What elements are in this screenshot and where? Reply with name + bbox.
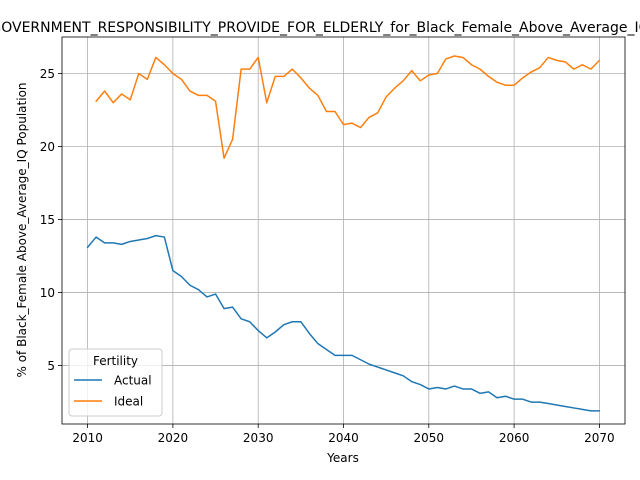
x-tick-label: 2010 <box>72 431 103 445</box>
chart-title: GOVERNMENT_RESPONSIBILITY_PROVIDE_FOR_EL… <box>0 20 640 36</box>
series-line-ideal <box>95 55 601 159</box>
y-tick-label: 25 <box>40 67 55 81</box>
x-tick-label: 2020 <box>158 431 189 445</box>
series-line-actual <box>86 234 601 412</box>
y-tick-label: 10 <box>40 286 55 300</box>
y-axis-ticks: 5 10 15 20 25 <box>40 67 62 373</box>
y-tick-label: 20 <box>40 140 55 154</box>
x-tick-label: 2030 <box>243 431 274 445</box>
series-lines <box>86 55 601 412</box>
x-axis-ticks: 2010 2020 2030 2040 2050 2060 2070 <box>72 424 615 445</box>
x-axis-label: Years <box>326 451 359 465</box>
x-tick-label: 2070 <box>584 431 615 445</box>
legend-label-actual: Actual <box>114 374 152 388</box>
x-tick-label: 2060 <box>499 431 530 445</box>
grid-lines <box>62 37 625 424</box>
y-axis-label: % of Black_Female Above_Average_IQ Popul… <box>15 82 29 377</box>
legend-label-ideal: Ideal <box>114 395 143 409</box>
legend-box <box>68 348 163 417</box>
y-tick-label: 5 <box>47 359 55 373</box>
y-tick-label: 15 <box>40 213 55 227</box>
legend-title: Fertility <box>93 354 138 368</box>
x-tick-label: 2040 <box>328 431 359 445</box>
x-tick-label: 2050 <box>414 431 445 445</box>
legend: Fertility Actual Ideal <box>68 348 163 417</box>
